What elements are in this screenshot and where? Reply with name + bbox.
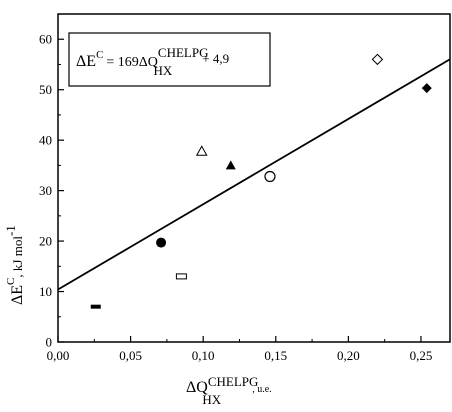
annotation-box — [68, 32, 271, 87]
axis-ticks: 0,00 0,05 0,10 0,15 0,20 0,25 0 10 20 30 40 50 60 — [39, 32, 432, 363]
y-axis-label: ΔEC, kJ mol-1 — [3, 225, 26, 305]
data-point-triangle-filled — [225, 160, 236, 170]
x-tick-label: 0,05 — [119, 348, 142, 363]
y-tick-label: 20 — [39, 234, 52, 249]
equation-annotation: ΔEC = 169ΔQCHELPG HX+ 4,9 — [68, 32, 271, 87]
y-tick-label: 60 — [39, 32, 52, 47]
annotation-text: ΔEC = 169ΔQCHELPG HX+ 4,9 — [76, 45, 229, 78]
fit-line-group — [57, 58, 451, 291]
x-tick-label: 0,15 — [264, 348, 287, 363]
data-point-diamond-filled — [421, 83, 432, 94]
data-point-rect-open — [175, 273, 187, 280]
x-tick-label: 0,20 — [337, 348, 360, 363]
y-tick-label: 30 — [39, 183, 52, 198]
data-point-circle-open — [264, 170, 276, 183]
x-axis-label: ΔQCHELPG HX, u.e. — [186, 374, 272, 407]
y-tick-label: 10 — [39, 284, 52, 299]
x-tick-label: 0,10 — [192, 348, 215, 363]
y-tick-label: 40 — [39, 133, 52, 148]
plot-frame — [57, 13, 451, 343]
y-tick-label: 50 — [39, 82, 52, 97]
data-point-diamond-open — [371, 53, 384, 66]
data-points — [90, 53, 432, 309]
data-point-circle-filled — [156, 237, 167, 248]
data-point-triangle-open — [195, 145, 208, 156]
y-tick-label: 0 — [46, 335, 53, 350]
fit-line — [57, 58, 451, 291]
x-tick-label: 0,25 — [410, 348, 433, 363]
data-point-dash-filled — [90, 304, 101, 309]
x-tick-label: 0,00 — [47, 348, 70, 363]
y-axis-label-group: ΔEC, kJ mol-1 — [3, 225, 26, 305]
